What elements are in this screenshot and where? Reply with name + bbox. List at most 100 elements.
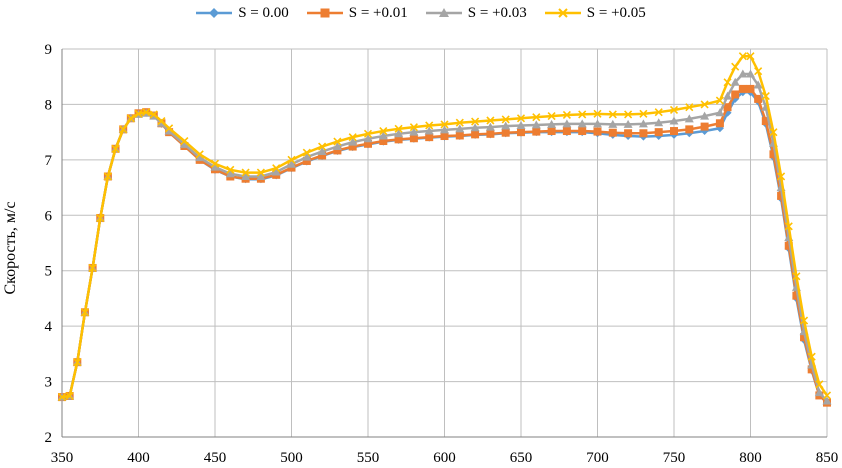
legend-item: S = +0.05 xyxy=(544,5,646,22)
series-lines xyxy=(57,52,832,407)
data-point xyxy=(318,151,327,160)
data-point xyxy=(593,127,602,136)
y-tick-label: 2 xyxy=(45,430,53,446)
data-point xyxy=(256,171,266,180)
legend-item: S = +0.01 xyxy=(306,5,408,22)
data-point xyxy=(333,137,342,146)
data-point xyxy=(822,396,832,405)
legend-marker-diamond-icon xyxy=(196,8,233,18)
data-point xyxy=(455,131,464,140)
x-tick-label: 800 xyxy=(739,450,762,466)
data-point xyxy=(440,132,449,141)
x-tick-label: 450 xyxy=(204,450,227,466)
data-point xyxy=(440,125,449,134)
data-point xyxy=(700,100,709,109)
data-point xyxy=(562,119,572,128)
y-tick-label: 9 xyxy=(45,42,53,58)
data-point xyxy=(318,142,327,151)
data-point xyxy=(723,103,732,112)
data-point xyxy=(241,171,251,180)
data-point xyxy=(517,128,525,137)
y-tick-labels: 2 3 4 5 6 7 8 9 xyxy=(45,42,53,446)
data-point xyxy=(111,144,120,153)
data-point xyxy=(210,159,220,168)
data-point xyxy=(348,137,358,146)
data-point xyxy=(379,126,388,136)
data-point xyxy=(639,109,648,118)
legend-marker-triangle-icon xyxy=(425,8,462,17)
data-point xyxy=(746,52,755,61)
data-point xyxy=(363,134,373,143)
data-point xyxy=(501,121,511,130)
data-point xyxy=(119,125,128,134)
data-point xyxy=(578,127,587,136)
data-point xyxy=(624,129,633,138)
data-point xyxy=(157,116,166,126)
data-point xyxy=(317,147,327,156)
data-point xyxy=(256,168,265,177)
data-point xyxy=(715,124,724,133)
data-point xyxy=(807,352,816,361)
data-point xyxy=(684,114,694,123)
data-point xyxy=(623,119,633,128)
x-tick-label: 350 xyxy=(51,450,74,466)
data-point xyxy=(471,130,480,139)
data-point xyxy=(225,169,235,178)
data-point xyxy=(723,91,733,100)
data-point xyxy=(287,159,296,168)
data-point xyxy=(578,110,587,119)
data-point xyxy=(363,129,373,138)
data-point xyxy=(593,109,602,118)
data-point xyxy=(134,109,143,118)
data-point xyxy=(425,121,434,130)
legend-item: S = 0.00 xyxy=(196,5,289,22)
data-point xyxy=(516,114,526,123)
data-point xyxy=(815,380,824,389)
data-point xyxy=(394,124,403,133)
data-point xyxy=(485,122,495,131)
data-point xyxy=(715,96,724,105)
data-point xyxy=(73,358,82,367)
y-tick-label: 8 xyxy=(45,97,53,113)
data-point xyxy=(271,167,281,176)
data-point xyxy=(784,222,793,231)
y-tick-label: 3 xyxy=(45,375,53,391)
data-point xyxy=(394,129,404,138)
data-point xyxy=(348,133,357,142)
data-point xyxy=(142,108,151,117)
data-point xyxy=(547,119,557,128)
data-point xyxy=(470,123,480,132)
x-tick-label: 600 xyxy=(433,450,456,466)
data-point xyxy=(409,123,418,132)
data-point xyxy=(738,69,748,78)
data-point xyxy=(700,122,709,131)
data-point xyxy=(654,108,663,117)
data-point xyxy=(302,156,311,165)
data-point xyxy=(700,111,710,120)
x-tick-label: 700 xyxy=(586,450,609,466)
data-point xyxy=(547,112,556,121)
data-point xyxy=(302,152,312,161)
data-point xyxy=(226,165,235,174)
data-point xyxy=(685,125,694,134)
data-point xyxy=(103,172,112,181)
axes xyxy=(61,49,827,438)
data-point xyxy=(792,291,801,300)
legend-label: S = 0.00 xyxy=(238,4,289,21)
data-point xyxy=(210,162,220,171)
legend-item: S = +0.03 xyxy=(425,5,527,22)
data-point xyxy=(149,110,158,119)
data-point xyxy=(608,119,618,128)
data-point xyxy=(754,67,763,76)
data-point xyxy=(547,127,556,136)
y-axis-title: Скорость, м/с xyxy=(2,201,19,295)
data-point xyxy=(715,119,724,128)
data-point xyxy=(624,110,633,119)
data-point xyxy=(769,128,778,137)
data-point xyxy=(455,124,465,133)
data-point xyxy=(608,128,617,137)
data-point xyxy=(531,120,541,129)
data-point xyxy=(364,139,372,148)
data-point xyxy=(777,191,786,200)
